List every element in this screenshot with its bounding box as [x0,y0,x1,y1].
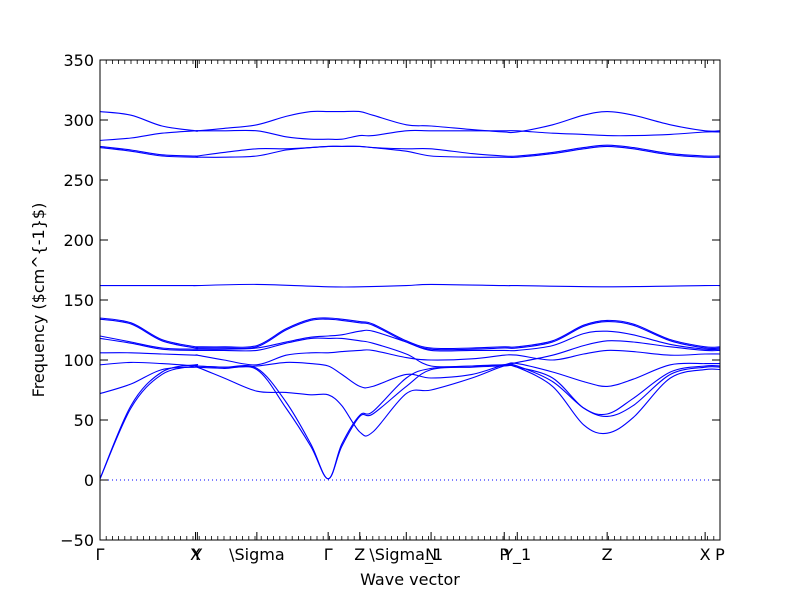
phonon-branch-7 [99,329,721,352]
y-axis-label: Frequency ($cm^{-1}$) [29,203,48,398]
x-tick-label: X [700,545,711,564]
x-tick-label: Z [354,545,365,564]
y-tick-label: 300 [63,111,94,130]
x-tick-layer: Γ XY \Sigma Γ Z \Sigma_1N PY_1 Z X P [96,60,725,565]
phonon-branch-8 [99,318,721,351]
phonon-branch-6 [99,337,721,368]
x-tick-label: N [425,545,437,564]
x-tick-label: X [190,545,201,564]
y-tick-label: 50 [74,411,94,430]
y-tick-label: 0 [84,471,94,490]
x-axis-label: Wave vector [360,570,460,589]
x-tick-label: Z [602,545,613,564]
y-tick-label: 250 [63,171,94,190]
x-tick-label: P [715,545,725,564]
x-tick-label: Γ [324,545,333,564]
y-tick-label: 150 [63,291,94,310]
y-tick-layer: −50 0 50 100 150 200 250 300 350 [60,51,720,550]
x-tick-label: Y [191,545,202,564]
phonon-branch-14 [99,110,721,134]
series-layer [99,110,721,480]
x-tick-label: Y_1 [502,545,531,565]
y-tick-label: 200 [63,231,94,250]
y-tick-label: 100 [63,351,94,370]
y-tick-label: 350 [63,51,94,70]
x-tick-label: Γ [96,545,105,564]
y-tick-label: −50 [60,531,94,550]
phonon-branch-5 [99,349,721,366]
x-tick-label: \Sigma_1 [369,545,443,565]
minor-tick-layer [105,60,715,540]
phonon-branch-9 [99,317,721,350]
x-tick-label: P [499,545,509,564]
x-tick-label: \Sigma [229,545,285,564]
phonon-branch-3 [99,364,721,437]
phonon-branch-12 [99,144,721,157]
phonon-branch-10 [100,283,721,288]
phonon-branch-4 [99,361,721,389]
